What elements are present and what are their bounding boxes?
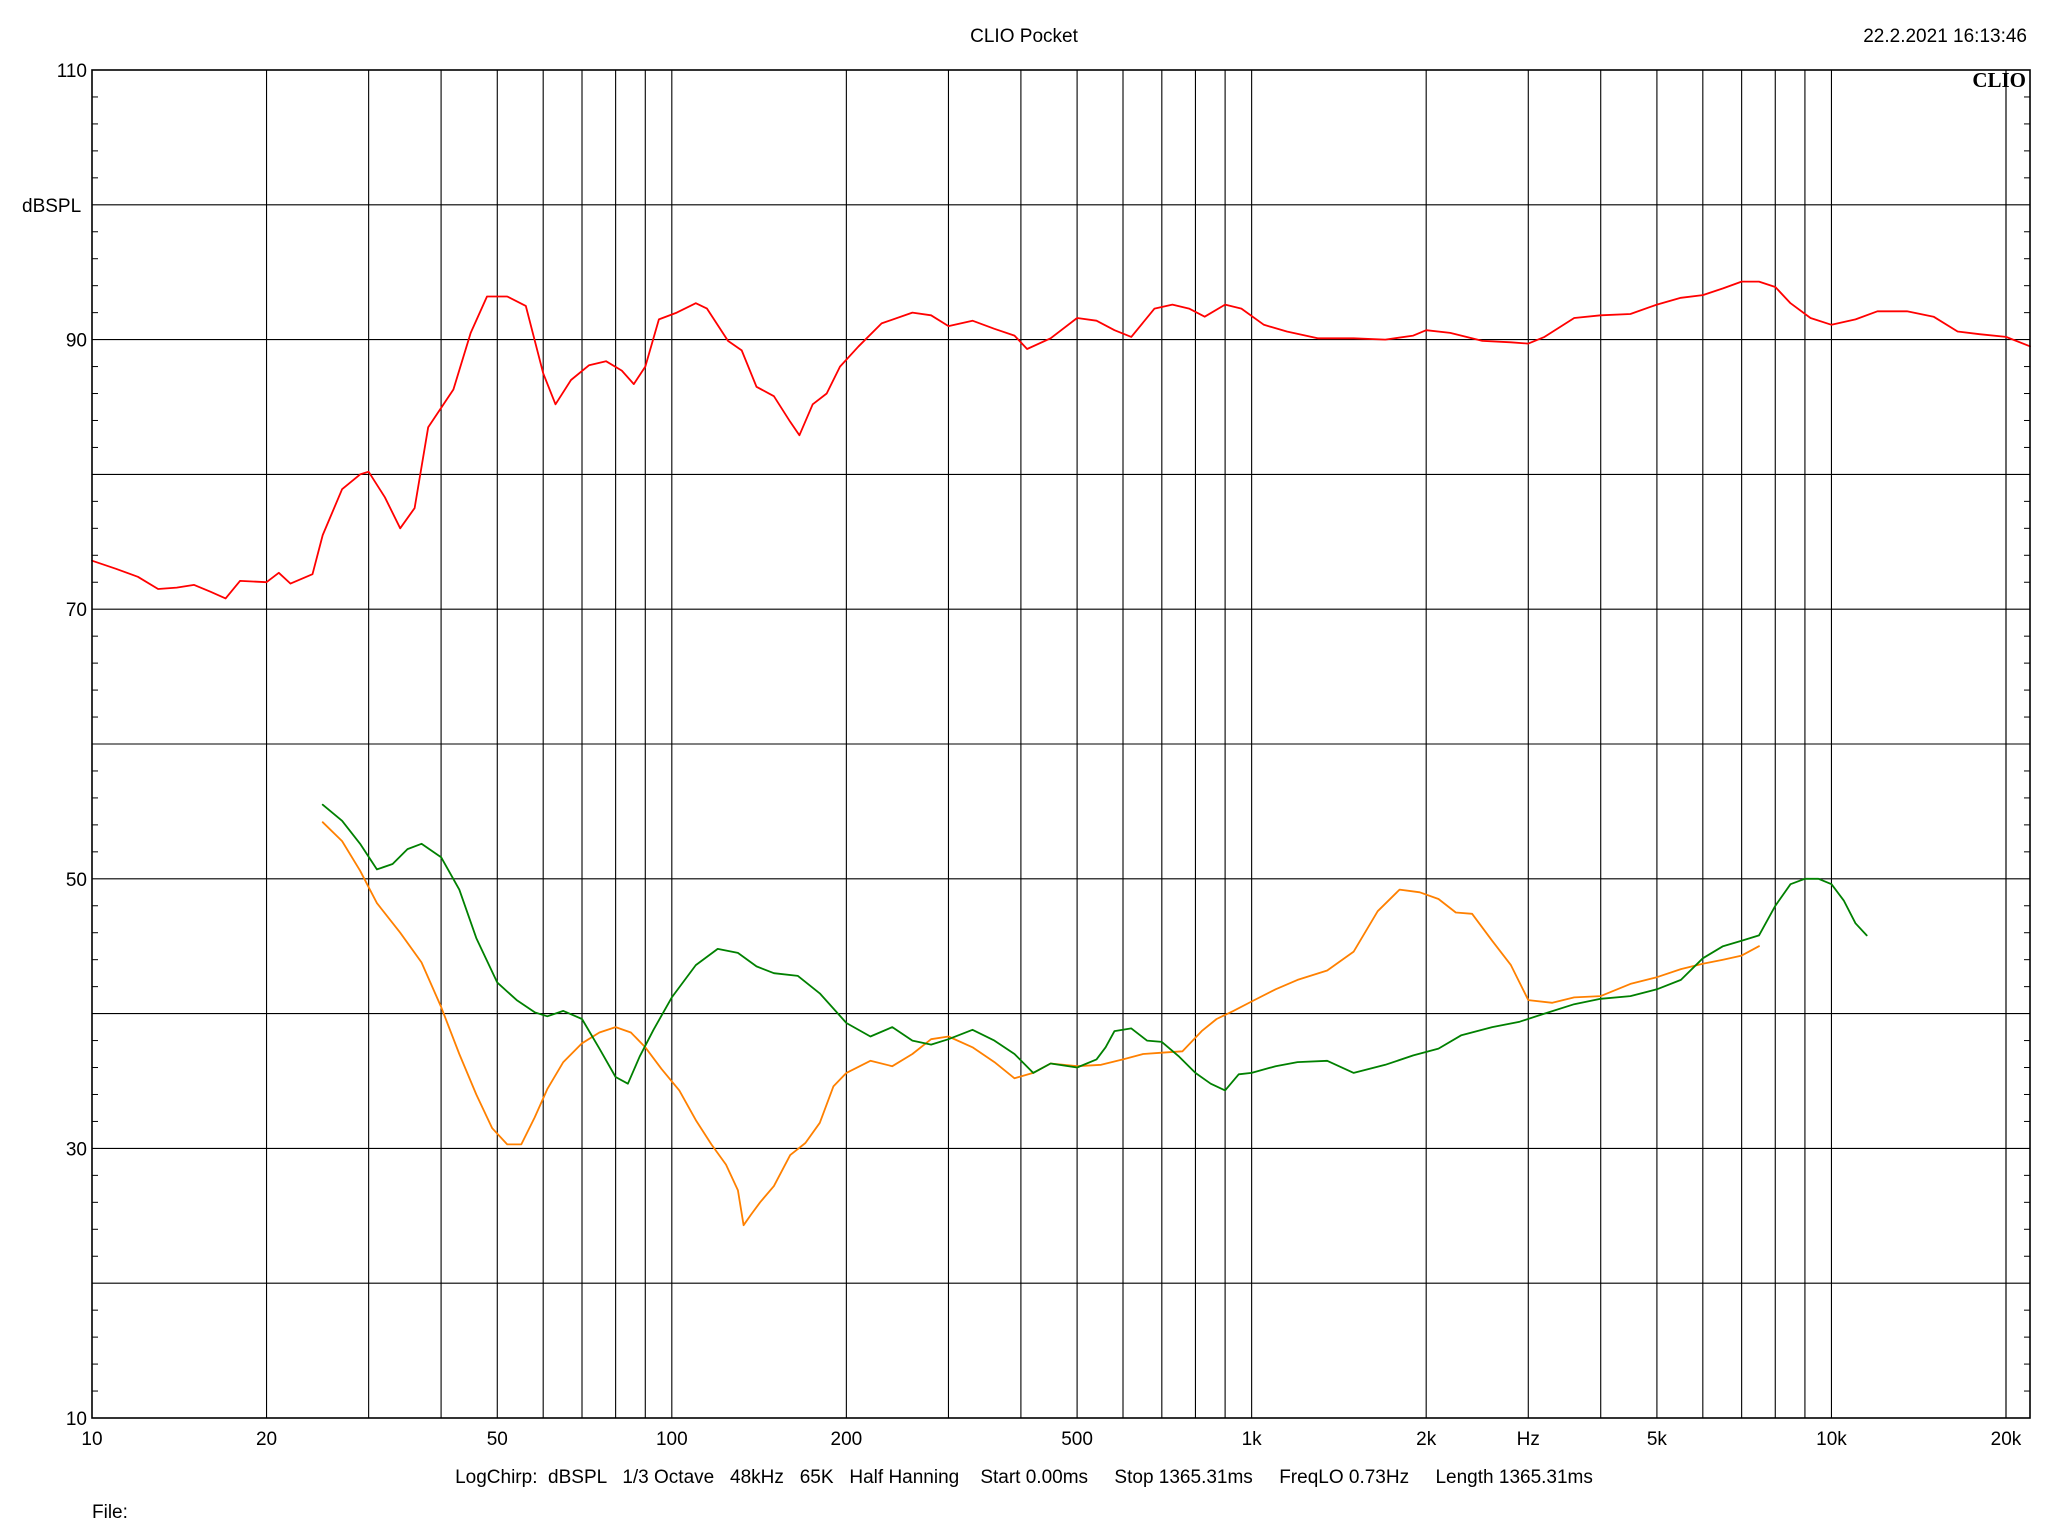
x-tick-label: 1k [1242,1429,1263,1450]
x-tick-label: 50 [487,1429,508,1450]
y-tick-label: 50 [66,870,87,891]
measurement-settings: LogChirp: dBSPL 1/3 Octave 48kHz 65K Hal… [455,1467,1593,1488]
x-tick-label: 10 [81,1429,102,1450]
y-tick-label: 90 [66,331,87,352]
timestamp: 22.2.2021 16:13:46 [1863,26,2027,47]
minor-ticks [92,96,2030,1392]
grid-lines [92,70,2030,1418]
y-tick-label: 110 [57,61,87,82]
y-tick-label: 10 [66,1409,87,1430]
clio-logo: CLIO [1972,68,2026,92]
x-tick-label: 10k [1816,1429,1847,1450]
file-label: File: [92,1502,128,1523]
chart-title: CLIO Pocket [970,26,1078,47]
x-tick-label: 500 [1061,1429,1093,1450]
y-tick-label: 30 [66,1139,87,1160]
x-tick-labels: 10 20 50 100 200 500 1k 2k 5k 10k 20k [81,1429,2021,1450]
x-tick-label: 5k [1647,1429,1668,1450]
y-axis-label: dBSPL [22,196,81,217]
y-tick-label: 70 [66,600,87,621]
series-green-line [321,803,1868,1092]
x-axis-label: Hz [1517,1429,1540,1450]
series-red-line [91,280,2031,600]
x-tick-label: 20 [256,1429,277,1450]
series-layer [91,280,2031,1227]
x-tick-label: 200 [831,1429,863,1450]
y-tick-labels: 110 90 70 50 30 10 [57,61,87,1430]
series-orange-line [321,821,1760,1227]
x-tick-label: 20k [1991,1429,2022,1450]
x-tick-label: 2k [1416,1429,1437,1450]
plot-frame [91,69,2031,1419]
x-tick-label: 100 [656,1429,688,1450]
